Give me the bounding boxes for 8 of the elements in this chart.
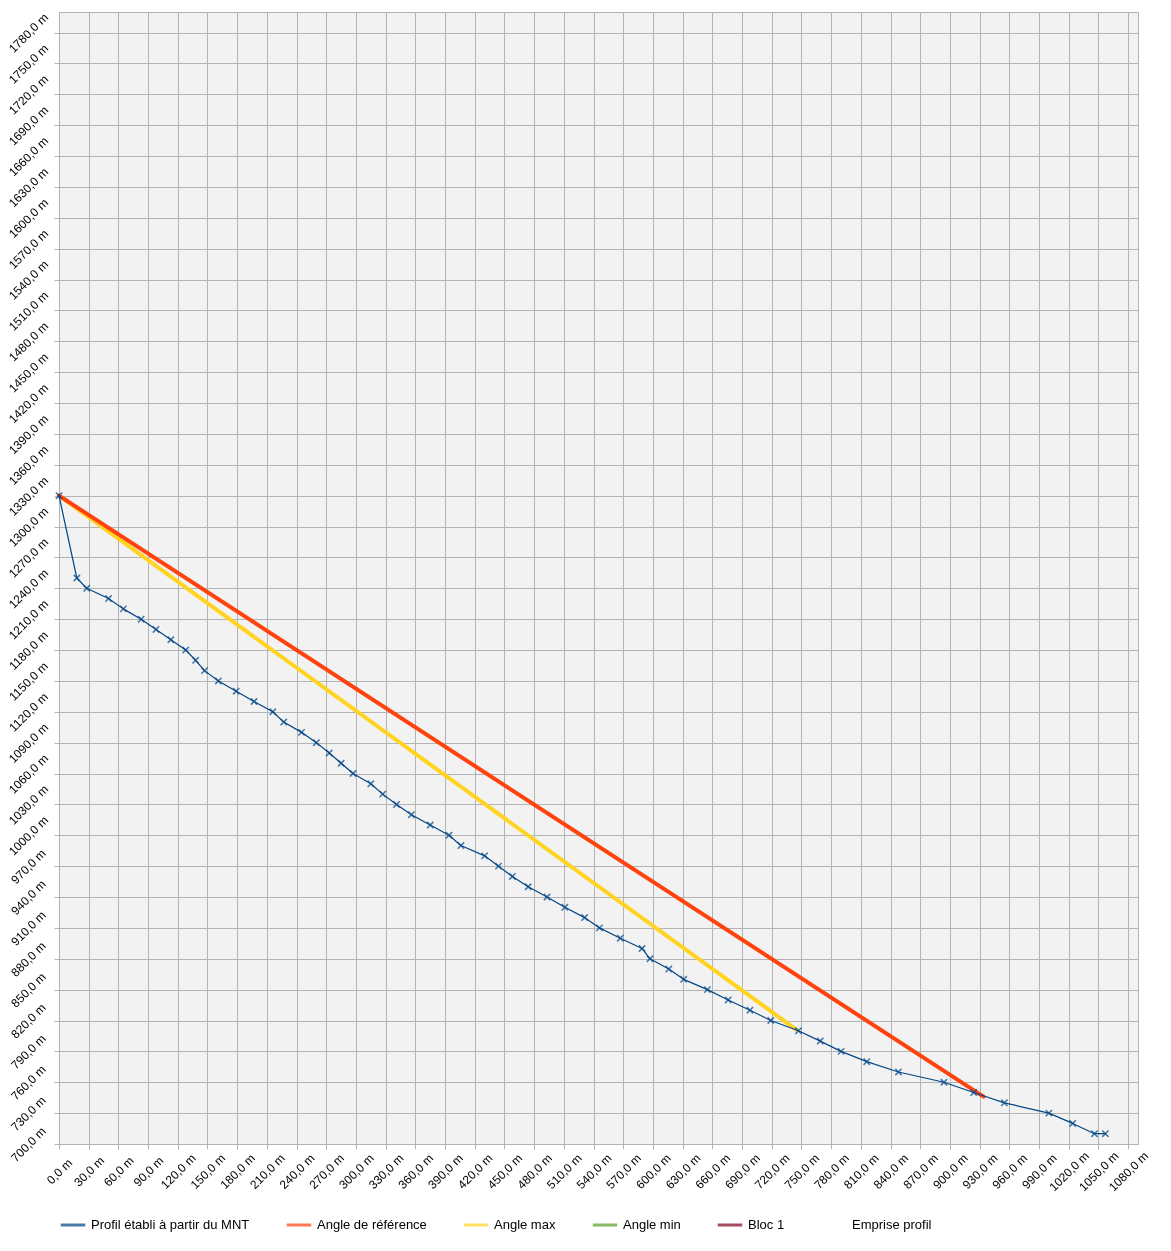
- legend-label: Profil établi à partir du MNT: [91, 1217, 250, 1232]
- point: [1101, 1129, 1110, 1138]
- legend-label: Angle de référence: [317, 1217, 427, 1232]
- point: [543, 893, 551, 901]
- legend-label: Bloc 1: [748, 1217, 785, 1232]
- legend-label: Angle min: [623, 1217, 681, 1232]
- text: Emprise profil: [852, 1217, 932, 1232]
- legend-label: Angle max: [494, 1217, 556, 1232]
